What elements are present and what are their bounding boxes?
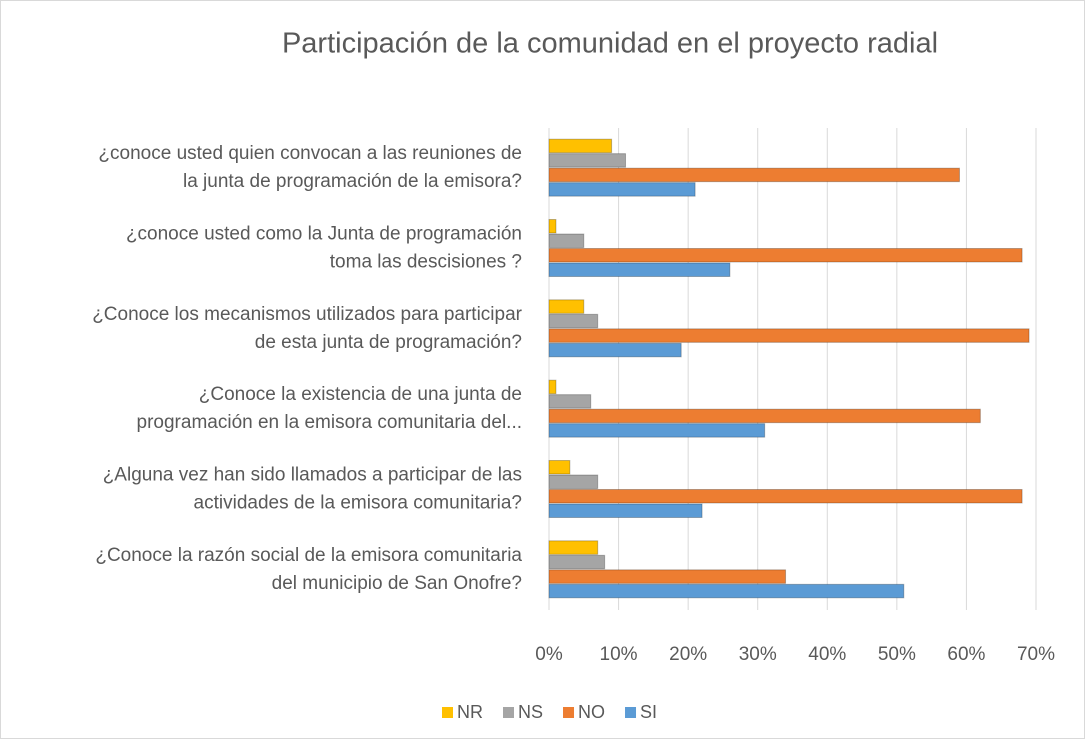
bar <box>548 489 1023 504</box>
y-tick-label: ¿Conoce los mecanismos utilizados para p… <box>92 304 522 325</box>
y-tick-label: programación en la emisora comunitaria d… <box>137 412 522 433</box>
y-tick-label: actividades de la emisora comunitaria? <box>194 493 522 514</box>
legend-label: NO <box>578 702 605 722</box>
bar <box>548 474 599 489</box>
x-tick-label: 20% <box>669 644 707 665</box>
y-tick-label: la junta de programación de la emisora? <box>183 171 522 192</box>
x-tick-label: 10% <box>600 644 638 665</box>
x-tick-label: 30% <box>739 644 777 665</box>
legend-swatch <box>563 707 575 718</box>
chart-title: Participación de la comunidad en el proy… <box>282 28 938 60</box>
legend-label: NR <box>457 702 483 722</box>
bar <box>548 328 1030 343</box>
bar <box>548 503 703 518</box>
bar <box>548 182 696 197</box>
bar <box>548 583 905 599</box>
legend-swatch <box>503 707 514 718</box>
y-tick-label: ¿Conoce la existencia de una junta de <box>199 384 522 405</box>
x-tick-label: 0% <box>535 644 563 665</box>
bar <box>548 423 766 438</box>
bar <box>548 394 592 409</box>
y-tick-label: ¿Conoce la razón social de la emisora co… <box>95 545 522 566</box>
y-tick-label: ¿conoce usted quien convocan a las reuni… <box>98 143 522 164</box>
bar <box>548 167 960 183</box>
bar <box>548 138 613 154</box>
y-tick-label: de esta junta de programación? <box>255 332 522 353</box>
bar <box>548 460 571 475</box>
y-tick-label: ¿Alguna vez han sido llamados a particip… <box>103 465 522 486</box>
x-tick-label: 70% <box>1017 644 1055 665</box>
y-tick-label: del municipio de San Onofre? <box>272 573 522 594</box>
bar <box>548 540 599 555</box>
bar <box>548 569 787 584</box>
y-tick-label: toma las descisiones ? <box>330 252 522 273</box>
bar <box>548 219 557 234</box>
bar <box>548 248 1023 263</box>
legend-label: NS <box>518 702 543 722</box>
legend-swatch <box>625 707 637 718</box>
x-tick-label: 50% <box>878 644 916 665</box>
bar <box>548 262 731 277</box>
bar <box>548 379 557 395</box>
x-tick-label: 60% <box>947 644 985 665</box>
legend-label: SI <box>640 702 657 722</box>
bar <box>548 342 682 358</box>
bar <box>548 153 627 168</box>
bar <box>548 233 585 248</box>
bar <box>548 299 585 314</box>
bar <box>548 408 981 424</box>
bar <box>548 554 606 570</box>
x-tick-label: 40% <box>808 644 846 665</box>
y-tick-label: ¿conoce usted como la Junta de programac… <box>126 224 522 245</box>
bar <box>548 313 599 329</box>
legend-swatch <box>442 707 453 718</box>
